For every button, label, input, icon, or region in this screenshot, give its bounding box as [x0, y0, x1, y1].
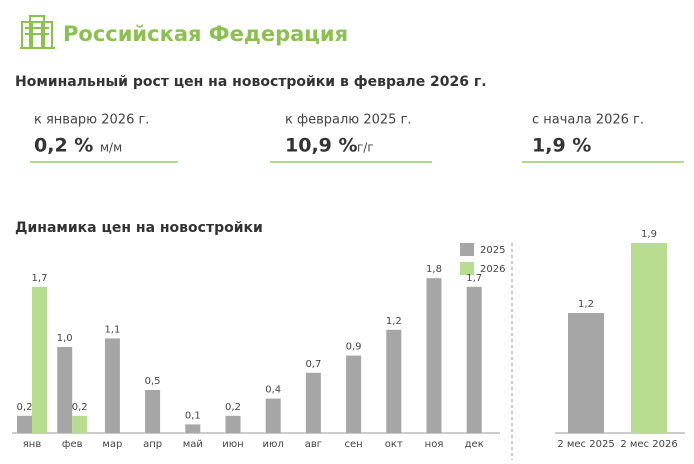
x-tick-label: 2 мес 2025 — [557, 439, 614, 450]
x-tick-label: ноя — [425, 439, 444, 450]
bar — [265, 398, 281, 433]
value-label: 1,2 — [578, 299, 594, 310]
bar — [426, 278, 442, 433]
subtitle: Номинальный рост цен на новостройки в фе… — [15, 74, 487, 90]
x-tick-label: апр — [143, 439, 162, 450]
value-label: 1,8 — [426, 264, 442, 275]
value-label: 1,9 — [641, 229, 657, 240]
value-label: 1,7 — [32, 273, 48, 284]
x-tick-label: июл — [263, 439, 284, 450]
legend-label: 2026 — [480, 264, 505, 275]
kpi-value: 0,2 % — [34, 135, 93, 157]
x-tick-label: июн — [222, 439, 243, 450]
bar — [145, 390, 161, 433]
bar — [386, 329, 402, 433]
legend-label: 2025 — [480, 245, 505, 256]
bar — [57, 347, 73, 433]
x-tick-label: янв — [23, 439, 42, 450]
x-tick-label: 2 мес 2026 — [620, 439, 677, 450]
x-tick-label: мар — [102, 439, 122, 450]
kpi-label: к февралю 2025 г. — [285, 113, 412, 128]
bar — [32, 286, 47, 433]
bar — [225, 415, 241, 433]
x-tick-label: фев — [62, 439, 83, 450]
kpi-value: 1,9 % — [532, 135, 591, 157]
value-label: 1,2 — [386, 316, 402, 327]
bar — [305, 372, 321, 433]
value-label: 0,2 — [225, 402, 241, 413]
x-tick-label: окт — [385, 439, 403, 450]
bar — [185, 424, 201, 433]
legend-swatch — [460, 243, 474, 256]
value-label: 0,1 — [185, 410, 201, 421]
x-tick-label: дек — [465, 439, 484, 450]
kpi-unit: м/м — [100, 141, 122, 155]
value-label: 0,7 — [305, 359, 321, 370]
x-tick-label: сен — [344, 439, 362, 450]
value-label: 0,4 — [265, 385, 281, 396]
bar — [72, 415, 88, 433]
kpi-label: с начала 2026 г. — [532, 113, 644, 128]
x-tick-label: май — [183, 439, 203, 450]
value-label: 0,2 — [17, 402, 33, 413]
value-label: 1,7 — [466, 273, 482, 284]
value-label: 0,2 — [72, 402, 88, 413]
kpi-label: к январю 2026 г. — [34, 113, 149, 128]
kpi-unit: г/г — [357, 141, 374, 155]
logo-icon — [20, 15, 55, 49]
bar — [104, 338, 120, 433]
chart-title: Динамика цен на новостройки — [15, 220, 263, 236]
bar — [631, 243, 667, 433]
legend-swatch — [460, 262, 474, 275]
value-label: 1,1 — [104, 324, 120, 335]
value-label: 0,9 — [346, 342, 362, 353]
bar — [17, 415, 32, 433]
value-label: 1,0 — [57, 333, 73, 344]
bar — [346, 355, 362, 433]
bar — [466, 286, 482, 433]
value-label: 0,5 — [145, 376, 161, 387]
bar — [568, 313, 604, 433]
page-title: Российская Федерация — [63, 22, 348, 46]
x-tick-label: авг — [305, 439, 322, 450]
kpi-value: 10,9 % — [285, 135, 358, 157]
